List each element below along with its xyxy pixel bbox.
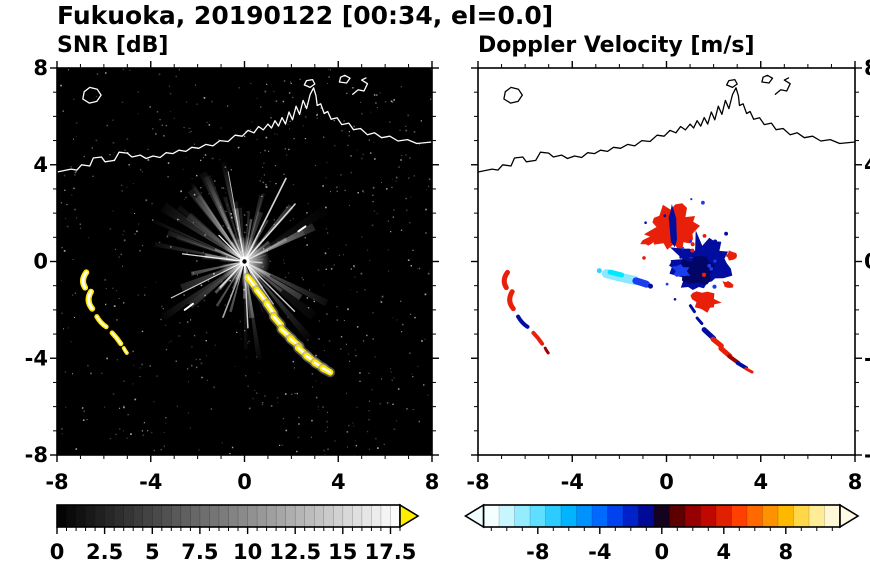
x-tick-label: -8: [466, 470, 489, 494]
velocity-echo: [688, 304, 696, 314]
y-tick-label: 8: [864, 56, 870, 80]
velocity-echo: [640, 235, 655, 246]
x-tick-label: -4: [561, 470, 584, 494]
colorbar-tick-label: 2.5: [86, 540, 123, 564]
x-tick-label: -8: [45, 470, 68, 494]
velocity-echo: [725, 250, 737, 261]
y-tick-label: 8: [33, 56, 48, 80]
colorbar-tick-label: 8: [778, 540, 793, 564]
colorbar-tick-label: 12.5: [269, 540, 321, 564]
colorbar-over-arrow: [839, 503, 860, 529]
velocity-echo: [632, 277, 650, 288]
colorbar-tick-label: 10: [233, 540, 262, 564]
y-tick-label: -4: [25, 346, 48, 370]
y-tick-label: -8: [864, 443, 870, 467]
velocity-echo: [507, 289, 516, 312]
velocity-echo: [607, 269, 625, 278]
velocity-echo: [531, 330, 545, 346]
colorbar-tick-label: 4: [716, 540, 731, 564]
radar-site-marker: [662, 257, 671, 266]
velocity-panel: [478, 68, 855, 455]
x-tick-label: 0: [237, 470, 252, 494]
velocity-colorbar: -8 -4 0 4 8: [463, 503, 860, 564]
velocity-echo: [727, 354, 740, 365]
x-tick-label: 8: [425, 470, 440, 494]
velocity-echo: [735, 361, 748, 370]
axes: [471, 61, 862, 462]
velocity-echo: [744, 367, 754, 374]
colorbar-tick-label: 5: [145, 540, 160, 564]
velocity-panel-title: Doppler Velocity [m/s]: [478, 33, 755, 58]
x-tick-label: 0: [659, 470, 674, 494]
velocity-echo: [722, 281, 734, 288]
y-tick-label: -4: [864, 346, 870, 370]
colorbar-tick-label: 0: [654, 540, 669, 564]
y-tick-label: 0: [864, 250, 870, 274]
beam-gap: [146, 205, 245, 262]
velocity-echo: [596, 268, 602, 274]
colorbar-under-arrow: [463, 503, 485, 529]
x-tick-label: -4: [139, 470, 162, 494]
snr-panel: [57, 68, 432, 455]
axes: [50, 61, 439, 462]
velocity-echo: [710, 336, 724, 349]
velocity-echo: [516, 314, 530, 329]
beam-gap: [218, 261, 245, 369]
colorbar-tick-label: -4: [588, 540, 611, 564]
velocity-echo: [678, 256, 715, 285]
velocity-echo: [690, 291, 722, 313]
snr-panel-title: SNR [dB]: [57, 33, 169, 58]
coastline: [478, 74, 855, 173]
y-tick-label: -8: [25, 443, 48, 467]
colorbar-over-arrow: [399, 503, 420, 529]
y-tick-label: 0: [33, 250, 48, 274]
figure-title: Fukuoka, 20190122 [00:34, el=0.0]: [57, 1, 554, 30]
colorbar-tick-label: 15: [328, 540, 357, 564]
velocity-echo: [543, 346, 550, 355]
colorbar-tick-label: -8: [526, 540, 549, 564]
colorbar-tick-label: 0: [50, 540, 65, 564]
velocity-echo: [647, 283, 653, 289]
velocity-echo: [501, 269, 510, 291]
x-tick-label: 4: [331, 470, 346, 494]
y-tick-label: 4: [864, 153, 870, 177]
velocity-echo: [695, 316, 704, 325]
coastline: [57, 74, 432, 173]
beam-gap: [136, 261, 245, 277]
snr-colorbar: 0 2.5 5 7.5 10 12.5 15 17.5: [50, 503, 420, 564]
y-tick-label: 4: [33, 153, 48, 177]
snr-streak: [244, 261, 313, 342]
x-tick-label: 4: [753, 470, 768, 494]
colorbar-tick-label: 17.5: [365, 540, 417, 564]
velocity-echo: [671, 264, 691, 277]
velocity-echo: [668, 204, 677, 248]
x-tick-label: 8: [848, 470, 863, 494]
colorbar-tick-label: 7.5: [181, 540, 218, 564]
